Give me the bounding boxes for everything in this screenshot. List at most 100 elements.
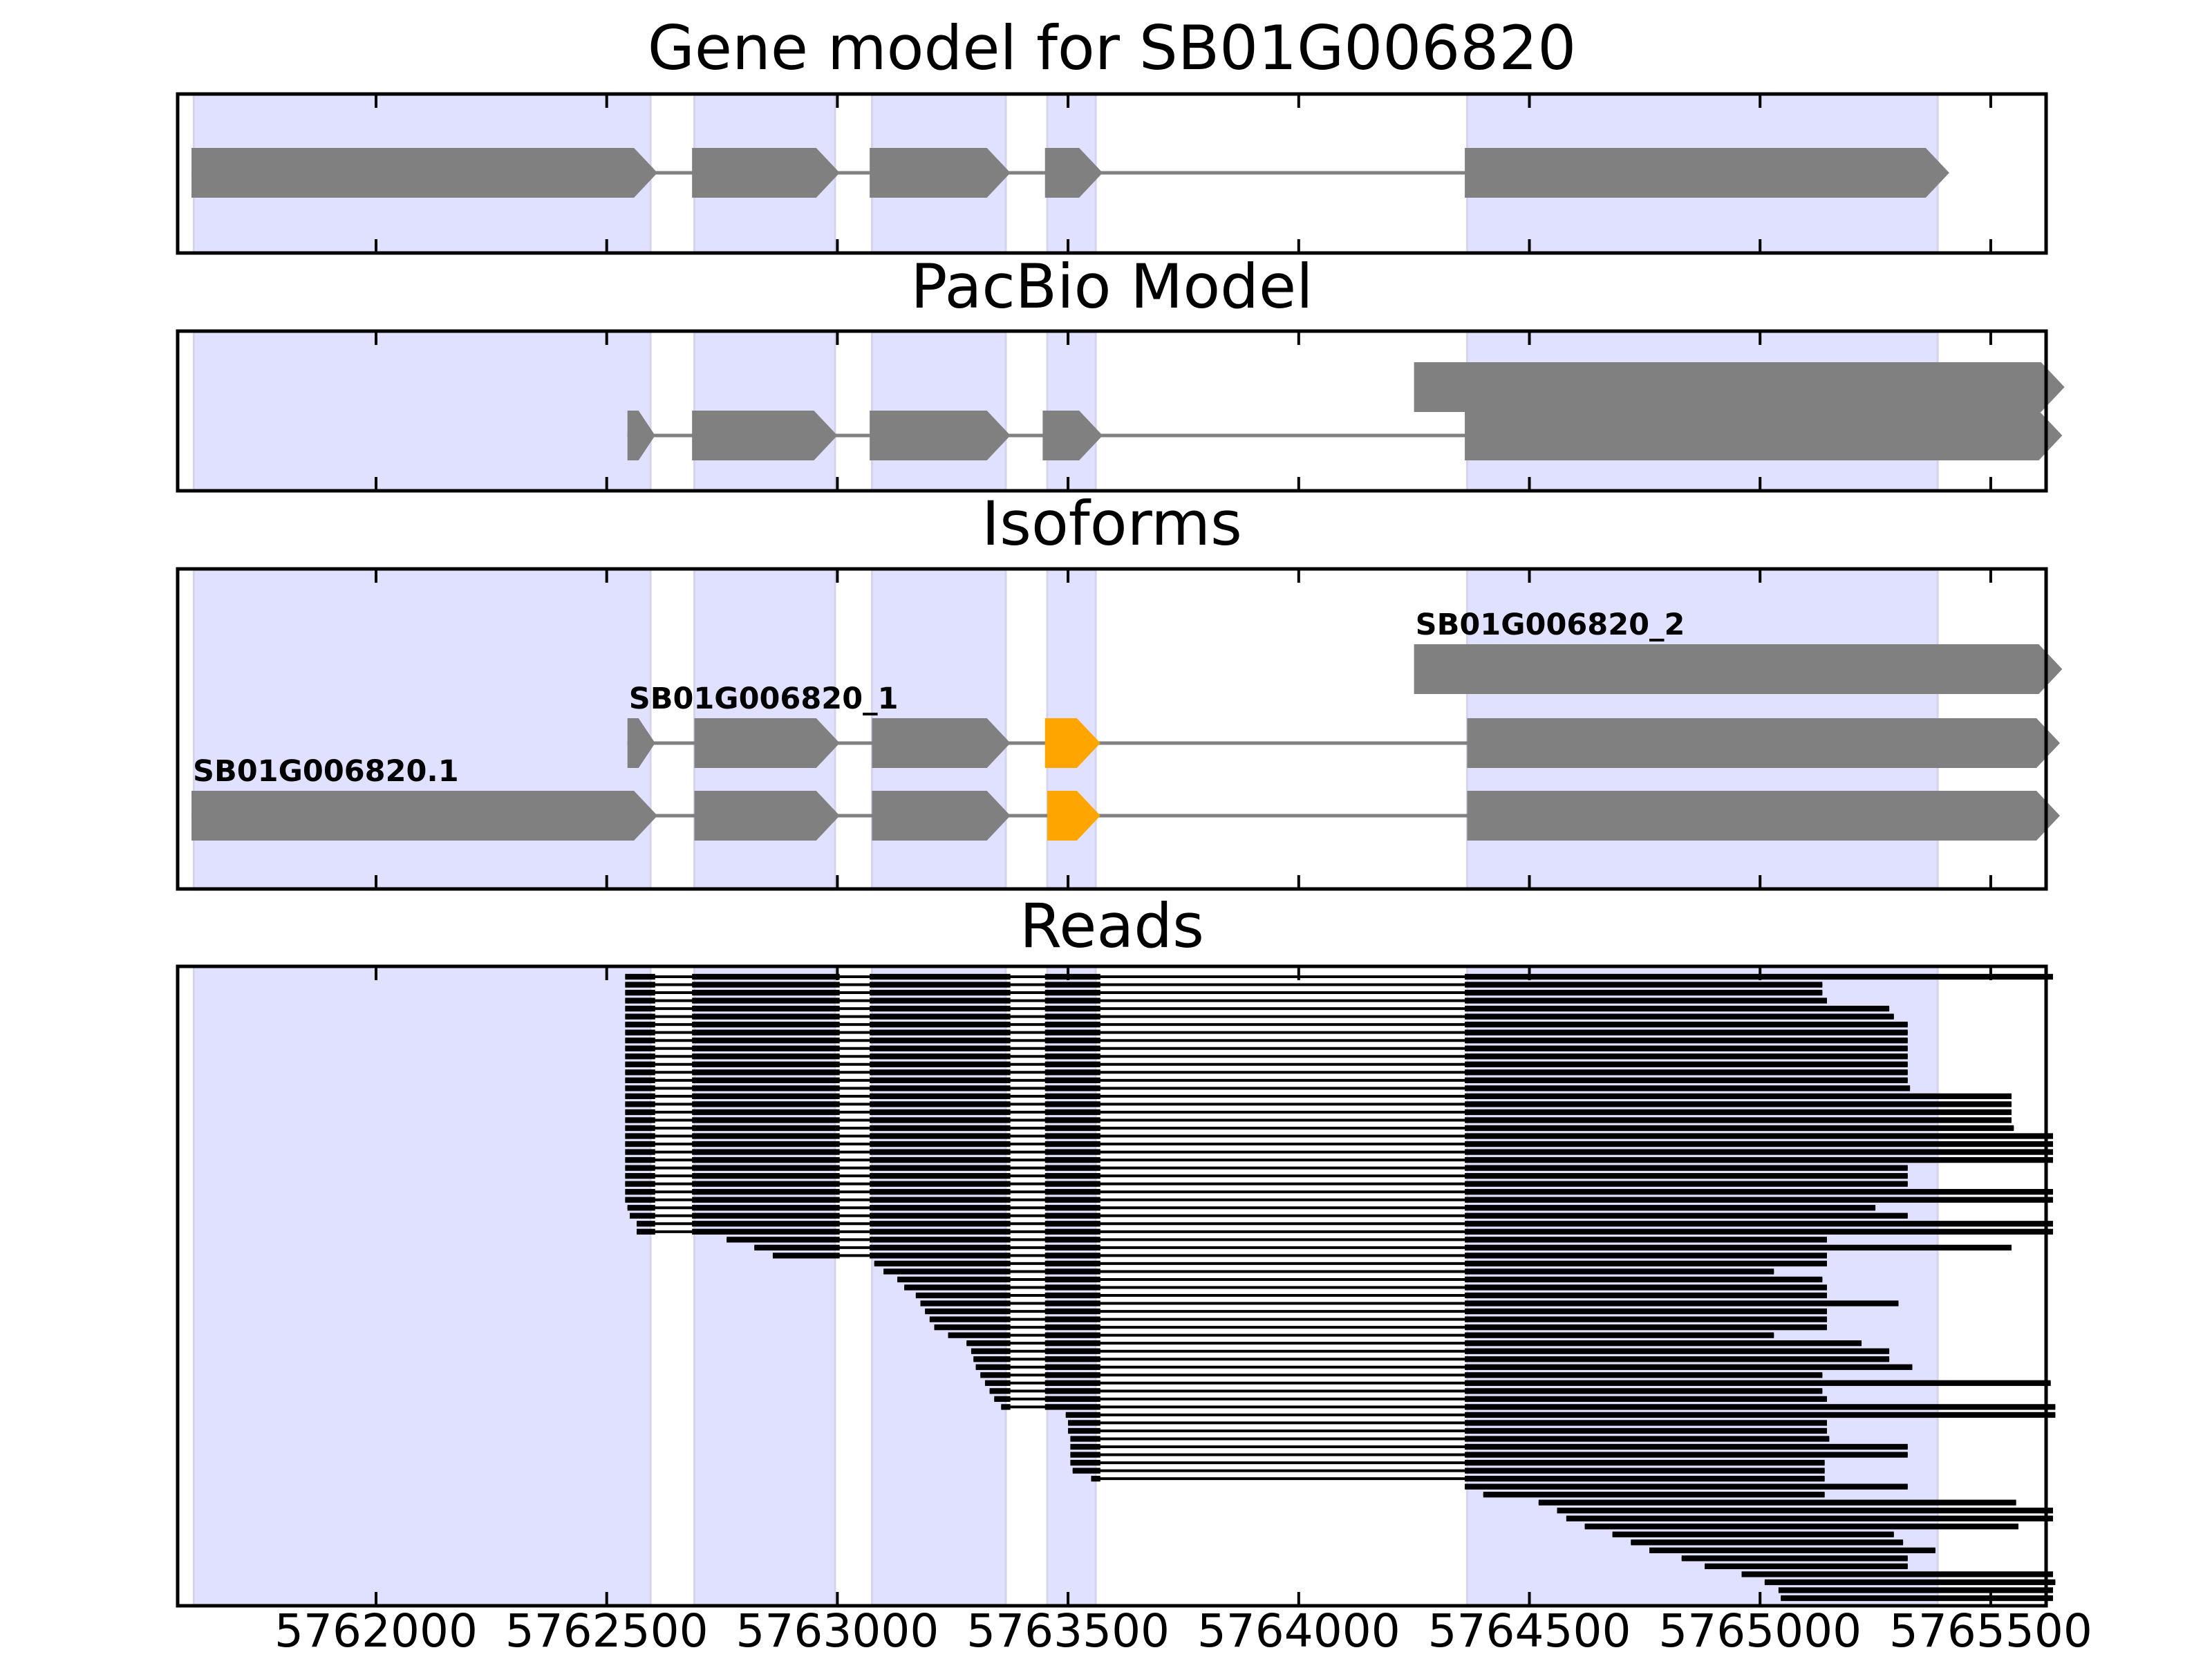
- read-segment: [1465, 1436, 1830, 1442]
- read-segment: [1465, 1356, 1890, 1362]
- read-segment: [1584, 1524, 2018, 1530]
- read: [915, 1292, 1827, 1299]
- exon: [191, 148, 658, 198]
- exon: [870, 411, 1011, 460]
- read-segment: [1044, 1308, 1100, 1315]
- read: [1741, 1571, 2054, 1577]
- exon-band: [192, 568, 652, 890]
- read-segment: [625, 1156, 655, 1163]
- read-segment: [692, 1156, 840, 1163]
- read-segment: [870, 1156, 1011, 1163]
- read-segment: [1044, 1292, 1100, 1299]
- read-segment: [870, 1013, 1011, 1020]
- read: [1557, 1508, 2054, 1514]
- read-segment: [1764, 1579, 2056, 1586]
- read-segment: [870, 1077, 1011, 1083]
- read-segment: [897, 1276, 1011, 1283]
- exon-band: [192, 965, 652, 1607]
- x-tick-label: 5762500: [505, 1604, 709, 1658]
- read-segment: [870, 1253, 1011, 1259]
- read: [971, 1348, 1890, 1354]
- read-segment: [975, 1364, 1011, 1370]
- read-segment: [1465, 1197, 2054, 1203]
- read-segment: [1538, 1499, 2016, 1506]
- read-segment: [692, 1197, 840, 1203]
- read-segment: [1044, 1085, 1100, 1091]
- read-segment: [870, 1125, 1011, 1132]
- read: [1631, 1539, 1904, 1546]
- read: [1649, 1547, 1936, 1553]
- read-segment: [1044, 1205, 1100, 1211]
- read: [625, 1101, 2012, 1107]
- exon: [1467, 718, 2061, 768]
- read-segment: [1465, 1085, 1911, 1091]
- read-segment: [1465, 1172, 1908, 1179]
- read-segment: [870, 1141, 1011, 1147]
- read: [994, 1396, 1827, 1403]
- read-segment: [870, 989, 1011, 996]
- read-segment: [870, 1109, 1011, 1116]
- read-segment: [1044, 1253, 1100, 1259]
- read-segment: [1557, 1508, 2054, 1514]
- read-segment: [727, 1237, 840, 1243]
- read: [966, 1340, 1862, 1347]
- read-segment: [1705, 1563, 1908, 1570]
- read-segment: [692, 1181, 840, 1187]
- read-segment: [1465, 1061, 1908, 1067]
- read-segment: [1465, 1468, 1825, 1474]
- read: [772, 1253, 1827, 1259]
- read-segment: [1465, 1372, 1823, 1378]
- read-segment: [625, 1172, 655, 1179]
- read-segment: [1044, 997, 1100, 1004]
- read: [929, 1316, 1827, 1322]
- read-segment: [874, 1260, 1011, 1267]
- read-segment: [1465, 1221, 2054, 1227]
- read-segment: [637, 1221, 655, 1227]
- read: [625, 973, 2054, 980]
- read-segment: [1465, 1038, 1908, 1044]
- read: [975, 1364, 1913, 1370]
- read-segment: [1465, 1260, 1827, 1267]
- read-segment: [1465, 1117, 2012, 1123]
- read-segment: [625, 1005, 655, 1012]
- read-segment: [754, 1244, 840, 1251]
- read-segment: [870, 1149, 1011, 1155]
- exon: [191, 791, 658, 841]
- read-segment: [973, 1356, 1011, 1362]
- read-segment: [1044, 1117, 1100, 1123]
- read: [625, 1197, 2054, 1203]
- read-segment: [1044, 1093, 1100, 1100]
- read-segment: [1465, 1324, 1827, 1331]
- read-segment: [692, 1101, 840, 1107]
- read-segment: [625, 1181, 655, 1187]
- exon: [627, 411, 655, 460]
- read-segment: [1044, 982, 1100, 988]
- read-segment: [692, 1093, 840, 1100]
- read-segment: [1044, 1332, 1100, 1338]
- read-segment: [625, 1165, 655, 1171]
- read: [1465, 1483, 1908, 1490]
- read-segment: [1044, 1109, 1100, 1116]
- read-segment: [870, 1189, 1011, 1195]
- read: [625, 1093, 2012, 1100]
- read: [637, 1221, 2054, 1227]
- read-segment: [625, 997, 655, 1004]
- read-segment: [1044, 1380, 1100, 1386]
- read-segment: [625, 1085, 655, 1091]
- read: [625, 1077, 1908, 1083]
- read-segment: [1070, 1443, 1100, 1450]
- panel-title: Reads: [1020, 890, 1204, 962]
- read: [1070, 1459, 1825, 1466]
- reads-panel: Reads: [176, 890, 2056, 1608]
- panel-frame: [176, 92, 2048, 255]
- read-segment: [1072, 1468, 1100, 1474]
- read-segment: [870, 1221, 1011, 1227]
- read-segment: [1465, 1380, 2051, 1386]
- read: [627, 1205, 1876, 1211]
- read-segment: [1044, 1284, 1100, 1291]
- read-segment: [1044, 1221, 1100, 1227]
- read-segment: [1044, 973, 1100, 980]
- read-segment: [1465, 1077, 1908, 1083]
- read-segment: [870, 1165, 1011, 1171]
- read-segment: [1465, 1268, 1774, 1275]
